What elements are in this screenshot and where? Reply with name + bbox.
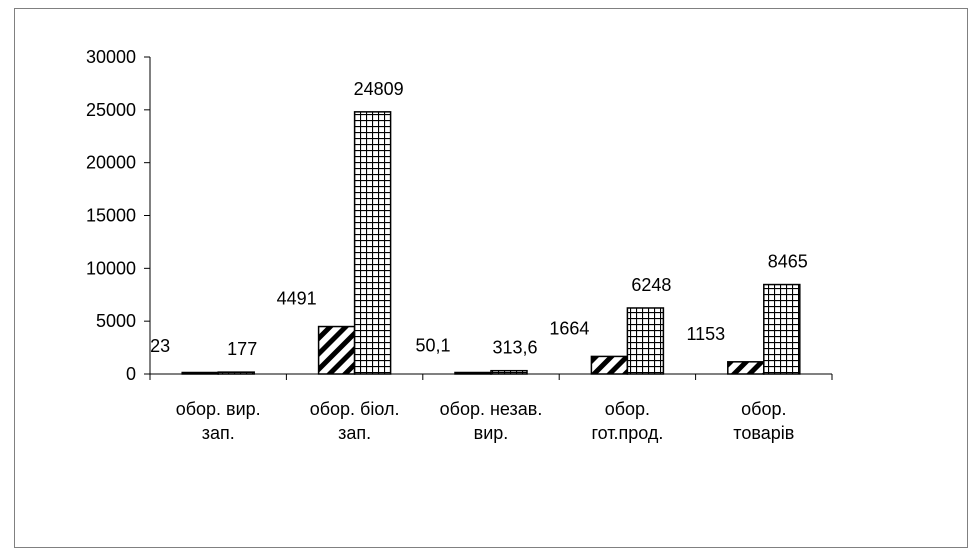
bar	[454, 371, 492, 375]
data-label: 23	[150, 336, 170, 356]
x-tick-label: обор.	[741, 399, 786, 419]
data-label: 177	[227, 339, 257, 359]
data-label: 24809	[354, 79, 404, 99]
bar	[353, 111, 392, 375]
x-tick-label: зап.	[202, 423, 235, 443]
bars	[181, 111, 801, 375]
bar	[181, 371, 219, 375]
bar	[727, 361, 765, 375]
data-label: 1153	[686, 324, 725, 344]
x-tick-label: обор.	[605, 399, 650, 419]
y-tick-label: 10000	[86, 258, 136, 278]
y-tick-label: 15000	[86, 206, 136, 226]
data-label: 313,6	[492, 338, 537, 358]
x-tick-label: товарів	[733, 423, 794, 443]
bar	[490, 369, 528, 375]
x-tick-label: зап.	[338, 423, 371, 443]
y-tick-label: 0	[126, 364, 136, 384]
y-tick-label: 5000	[96, 311, 136, 331]
bar-chart: 0 5000 10000 15000 20000 25000 30000 обор. вир.…	[86, 47, 833, 443]
data-label: 50,1	[415, 335, 450, 355]
bar	[590, 355, 629, 375]
data-label: 4491	[277, 289, 317, 309]
bar	[763, 283, 801, 375]
x-tick-label: обор. незав.	[440, 399, 543, 419]
data-label: 8465	[768, 252, 808, 272]
chart-area	[14, 8, 968, 548]
x-tick-label: обор. біол.	[310, 399, 400, 419]
axes: 0 5000 10000 15000 20000 25000 30000 обор. вир.…	[86, 47, 833, 443]
bar	[626, 307, 665, 375]
bar	[217, 371, 255, 375]
y-tick-label: 25000	[86, 100, 136, 120]
y-tick-label: 30000	[86, 47, 136, 67]
data-label: 6248	[631, 275, 671, 295]
x-tick-label: обор. вир.	[176, 399, 261, 419]
y-tick-label: 20000	[86, 153, 136, 173]
x-tick-label: гот.прод.	[591, 423, 663, 443]
data-labels: 23 4491 50,1 1664 1153 177 24809 313,6 6248 8465	[150, 79, 808, 359]
x-tick-label: вир.	[474, 423, 509, 443]
bar	[317, 325, 356, 375]
data-label: 1664	[549, 318, 589, 338]
